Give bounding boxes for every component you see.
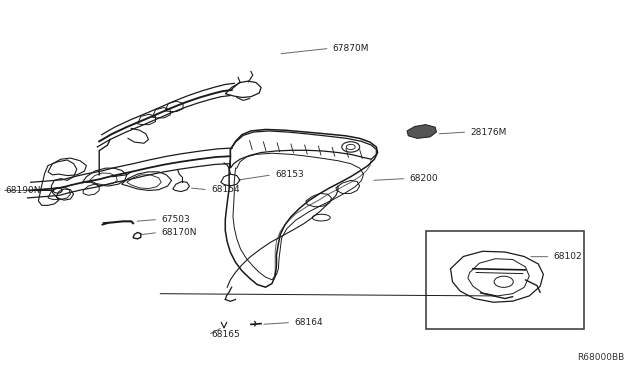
Text: 68153: 68153 xyxy=(275,170,304,179)
Text: 68190N: 68190N xyxy=(5,186,40,195)
Text: 67870M: 67870M xyxy=(333,44,369,53)
Text: 67503: 67503 xyxy=(161,215,190,224)
Text: 68102: 68102 xyxy=(554,252,582,261)
Text: R68000BB: R68000BB xyxy=(577,353,624,362)
Text: 28176M: 28176M xyxy=(470,128,507,137)
Text: 68154: 68154 xyxy=(211,185,240,194)
Text: 68200: 68200 xyxy=(410,174,438,183)
Text: 68170N: 68170N xyxy=(161,228,196,237)
Text: 68165: 68165 xyxy=(211,330,240,339)
Text: 68164: 68164 xyxy=(294,318,323,327)
Polygon shape xyxy=(407,125,436,138)
